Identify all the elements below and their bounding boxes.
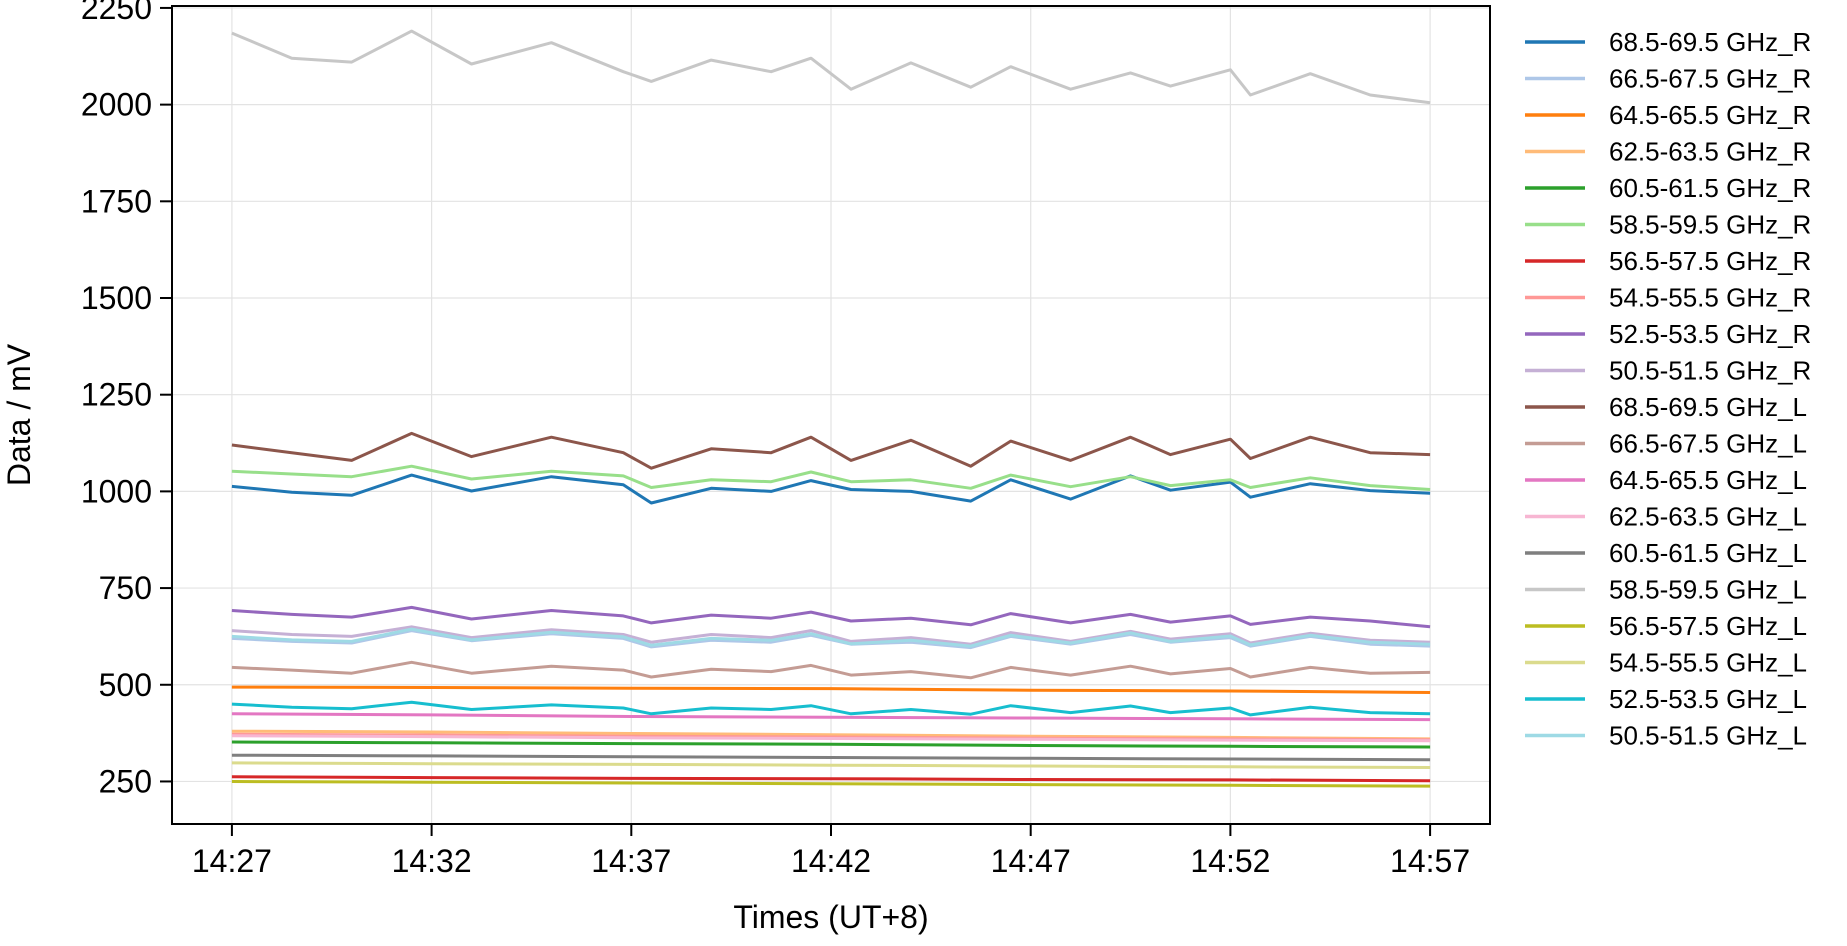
legend-label: 62.5-63.5 GHz_L (1609, 502, 1807, 532)
x-tick-label: 14:47 (991, 843, 1071, 879)
y-tick-label: 1250 (81, 377, 152, 413)
series-line-1 (231, 473, 1431, 505)
series-line-5 (231, 740, 1431, 749)
legend-entry: 54.5-55.5 GHz_R (1525, 283, 1811, 313)
y-tick-label: 2250 (81, 0, 152, 26)
legend-entry: 66.5-67.5 GHz_R (1525, 64, 1811, 94)
legend-entry: 52.5-53.5 GHz_L (1525, 684, 1807, 714)
y-tick-label: 1750 (81, 183, 152, 219)
y-tick-label: 500 (99, 667, 152, 703)
x-tick-label: 14:52 (1190, 843, 1270, 879)
legend: 68.5-69.5 GHz_R 66.5-67.5 GHz_R 64.5-65.5 … (1525, 27, 1811, 751)
legend-entry: 52.5-53.5 GHz_R (1525, 319, 1811, 349)
series-line-20 (231, 627, 1431, 648)
series-line-17 (231, 780, 1431, 788)
x-tick-label: 14:27 (192, 843, 272, 879)
legend-label: 54.5-55.5 GHz_L (1609, 648, 1807, 678)
legend-label: 60.5-61.5 GHz_R (1609, 173, 1811, 203)
legend-entry: 58.5-59.5 GHz_R (1525, 210, 1811, 240)
legend-label: 50.5-51.5 GHz_L (1609, 721, 1807, 751)
series-line-6 (231, 464, 1431, 491)
legend-label: 62.5-63.5 GHz_R (1609, 137, 1811, 167)
y-axis-label: Data / mV (1, 343, 37, 486)
legend-entry: 62.5-63.5 GHz_R (1525, 137, 1811, 167)
y-tick-label: 250 (99, 763, 152, 799)
x-tick-label: 14:42 (791, 843, 871, 879)
legend-entry: 64.5-65.5 GHz_R (1525, 100, 1811, 130)
series-line-3 (231, 685, 1431, 694)
legend-label: 68.5-69.5 GHz_R (1609, 27, 1811, 57)
series-line-14 (231, 734, 1431, 743)
series-layer (231, 29, 1431, 788)
y-tick-label: 1000 (81, 473, 152, 509)
x-tick-label: 14:57 (1390, 843, 1470, 879)
legend-entry: 56.5-57.5 GHz_R (1525, 246, 1811, 276)
legend-entry: 68.5-69.5 GHz_L (1525, 392, 1807, 422)
y-tick-label: 750 (99, 570, 152, 606)
legend-label: 66.5-67.5 GHz_L (1609, 429, 1807, 459)
series-line-13 (231, 712, 1431, 722)
x-tick-label: 14:32 (392, 843, 472, 879)
y-tick-label: 1500 (81, 280, 152, 316)
legend-label: 52.5-53.5 GHz_L (1609, 684, 1807, 714)
x-tick-label: 14:37 (591, 843, 671, 879)
series-line-12 (231, 660, 1431, 680)
legend-entry: 64.5-65.5 GHz_L (1525, 465, 1807, 495)
legend-label: 60.5-61.5 GHz_L (1609, 538, 1807, 568)
legend-label: 56.5-57.5 GHz_R (1609, 246, 1811, 276)
legend-entry: 60.5-61.5 GHz_L (1525, 538, 1807, 568)
legend-entry: 68.5-69.5 GHz_R (1525, 27, 1811, 57)
legend-entry: 58.5-59.5 GHz_L (1525, 575, 1807, 605)
axis-layer: 14:27 14:32 14:37 14:42 14:47 14:52 14:57 250 50… (81, 0, 1470, 879)
legend-label: 54.5-55.5 GHz_R (1609, 283, 1811, 313)
series-line-16 (231, 29, 1431, 105)
legend-entry: 66.5-67.5 GHz_L (1525, 429, 1807, 459)
legend-label: 66.5-67.5 GHz_R (1609, 64, 1811, 94)
legend-entry: 62.5-63.5 GHz_L (1525, 502, 1807, 532)
legend-entry: 50.5-51.5 GHz_L (1525, 721, 1807, 751)
legend-label: 56.5-57.5 GHz_L (1609, 611, 1807, 641)
legend-label: 68.5-69.5 GHz_L (1609, 392, 1807, 422)
legend-label: 52.5-53.5 GHz_R (1609, 319, 1811, 349)
series-line-18 (231, 761, 1431, 769)
legend-entry: 54.5-55.5 GHz_L (1525, 648, 1807, 678)
legend-label: 58.5-59.5 GHz_L (1609, 575, 1807, 605)
legend-label: 50.5-51.5 GHz_R (1609, 356, 1811, 386)
series-line-10 (231, 625, 1431, 646)
series-line-19 (231, 700, 1431, 717)
legend-label: 64.5-65.5 GHz_L (1609, 465, 1807, 495)
series-line-9 (231, 605, 1431, 629)
legend-entry: 60.5-61.5 GHz_R (1525, 173, 1811, 203)
legend-entry: 56.5-57.5 GHz_L (1525, 611, 1807, 641)
legend-label: 64.5-65.5 GHz_R (1609, 100, 1811, 130)
series-line-11 (231, 431, 1431, 470)
series-line-15 (231, 753, 1431, 762)
x-axis-label: Times (UT+8) (733, 899, 928, 935)
series-line-7 (231, 775, 1431, 783)
legend-label: 58.5-59.5 GHz_R (1609, 210, 1811, 240)
legend-entry: 50.5-51.5 GHz_R (1525, 356, 1811, 386)
grid-layer (172, 6, 1490, 824)
y-tick-label: 2000 (81, 87, 152, 123)
